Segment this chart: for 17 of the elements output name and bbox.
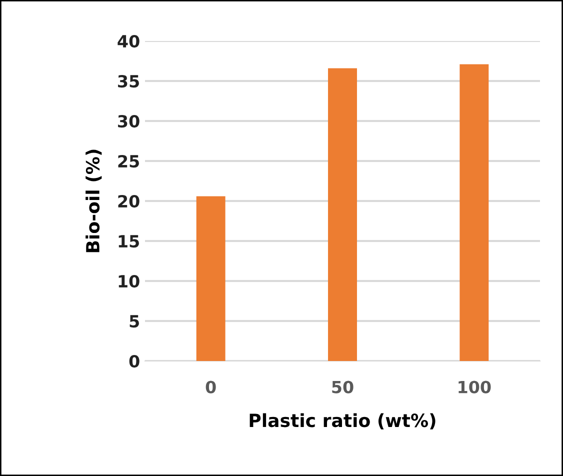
x-tick-label: 100	[458, 380, 491, 394]
y-tick-label: 10	[118, 274, 140, 288]
y-axis-title: Bio-oil (%)	[86, 150, 102, 252]
y-tick-label: 40	[118, 34, 140, 48]
y-tick-label: 20	[118, 194, 140, 208]
bar	[460, 64, 489, 361]
y-tick-label: 30	[118, 114, 140, 128]
x-tick-label: 50	[332, 380, 354, 394]
bar	[328, 68, 357, 361]
bar	[196, 196, 226, 361]
x-tick-label: 0	[206, 380, 216, 394]
y-tick-label: 15	[118, 235, 139, 248]
y-tick-label: 25	[118, 154, 139, 168]
y-tick-label: 0	[129, 354, 140, 368]
y-tick-label: 5	[130, 315, 139, 328]
x-axis-title: Plastic ratio (wt%)	[250, 413, 436, 430]
y-tick-label: 35	[118, 74, 139, 88]
